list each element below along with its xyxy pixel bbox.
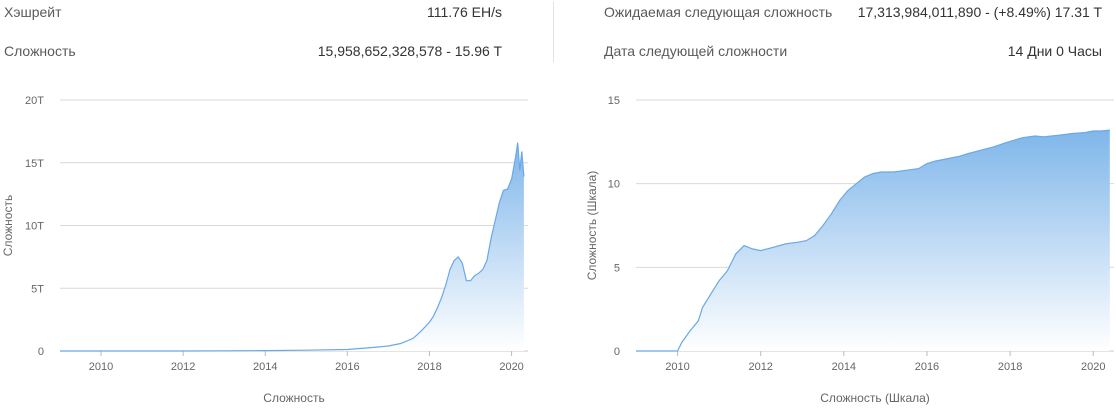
left-y-tick-label: 15T [25, 158, 44, 170]
difficulty-log-chart: 0 5 10 15 2010 2012 2014 2016 2018 2020 Сложность … [585, 95, 1114, 405]
right-y-tick-label: 5 [614, 262, 620, 274]
difficulty-label: Сложность [4, 43, 76, 59]
hashrate-row: Хэшрейт 111.76 EH/s [0, 0, 510, 24]
right-series-line [636, 129, 1110, 352]
stats-right: Ожидаемая следующая сложность 17,313,984… [600, 0, 1110, 62]
right-x-tick-label: 2016 [915, 361, 939, 373]
difficulty-row: Сложность 15,958,652,328,578 - 15.96 T [0, 39, 510, 63]
left-series-area [60, 142, 524, 351]
left-x-tick-label: 2020 [499, 361, 523, 373]
left-y-tick-label: 20T [25, 95, 44, 107]
stats-left: Хэшрейт 111.76 EH/s Сложность 15,958,652… [0, 0, 510, 62]
right-x-tick-label: 2010 [665, 361, 689, 373]
right-x-tick-label: 2018 [998, 361, 1022, 373]
next-date-row: Дата следующей сложности 14 Дни 0 Часы [600, 39, 1110, 63]
left-y-axis-title: Сложность [1, 195, 15, 256]
difficulty-chart: 0 5T 10T 15T 20T 2010 2012 2014 2016 2018 2020 Слож… [1, 95, 528, 405]
right-y-tick-label: 0 [614, 346, 620, 358]
right-x-tick-label: 2012 [748, 361, 772, 373]
expected-difficulty-label: Ожидаемая следующая сложность [604, 4, 833, 20]
left-y-tick-label: 0 [38, 346, 44, 358]
next-date-value: 14 Дни 0 Часы [1007, 43, 1102, 59]
left-series-line [60, 142, 525, 352]
left-y-tick-label: 10T [25, 221, 44, 233]
next-date-label: Дата следующей сложности [604, 43, 788, 59]
left-x-tick-label: 2012 [171, 361, 195, 373]
right-x-tick-label: 2020 [1081, 361, 1105, 373]
left-y-tick-label: 5T [31, 283, 44, 295]
left-x-tick-label: 2016 [335, 361, 359, 373]
right-y-tick-label: 15 [608, 95, 620, 107]
right-x-tick-label: 2014 [832, 361, 856, 373]
hashrate-label: Хэшрейт [4, 4, 62, 20]
right-x-axis-title: Сложность (Шкала) [820, 391, 930, 405]
expected-difficulty-row: Ожидаемая следующая сложность 17,313,984… [600, 0, 1110, 24]
difficulty-value: 15,958,652,328,578 - 15.96 T [317, 43, 502, 59]
left-x-tick-label: 2018 [417, 361, 441, 373]
left-x-tick-label: 2014 [253, 361, 277, 373]
left-x-tick-label: 2010 [89, 361, 113, 373]
right-y-axis-title: Сложность (Шкала) [585, 171, 599, 281]
expected-difficulty-value: 17,313,984,011,890 - (+8.49%) 17.31 T [857, 4, 1102, 20]
stats-divider [553, 2, 554, 62]
hashrate-value: 111.76 EH/s [427, 4, 502, 20]
right-y-tick-label: 10 [608, 179, 620, 191]
right-series-area [636, 130, 1110, 351]
left-x-axis-title: Сложность [263, 391, 324, 405]
